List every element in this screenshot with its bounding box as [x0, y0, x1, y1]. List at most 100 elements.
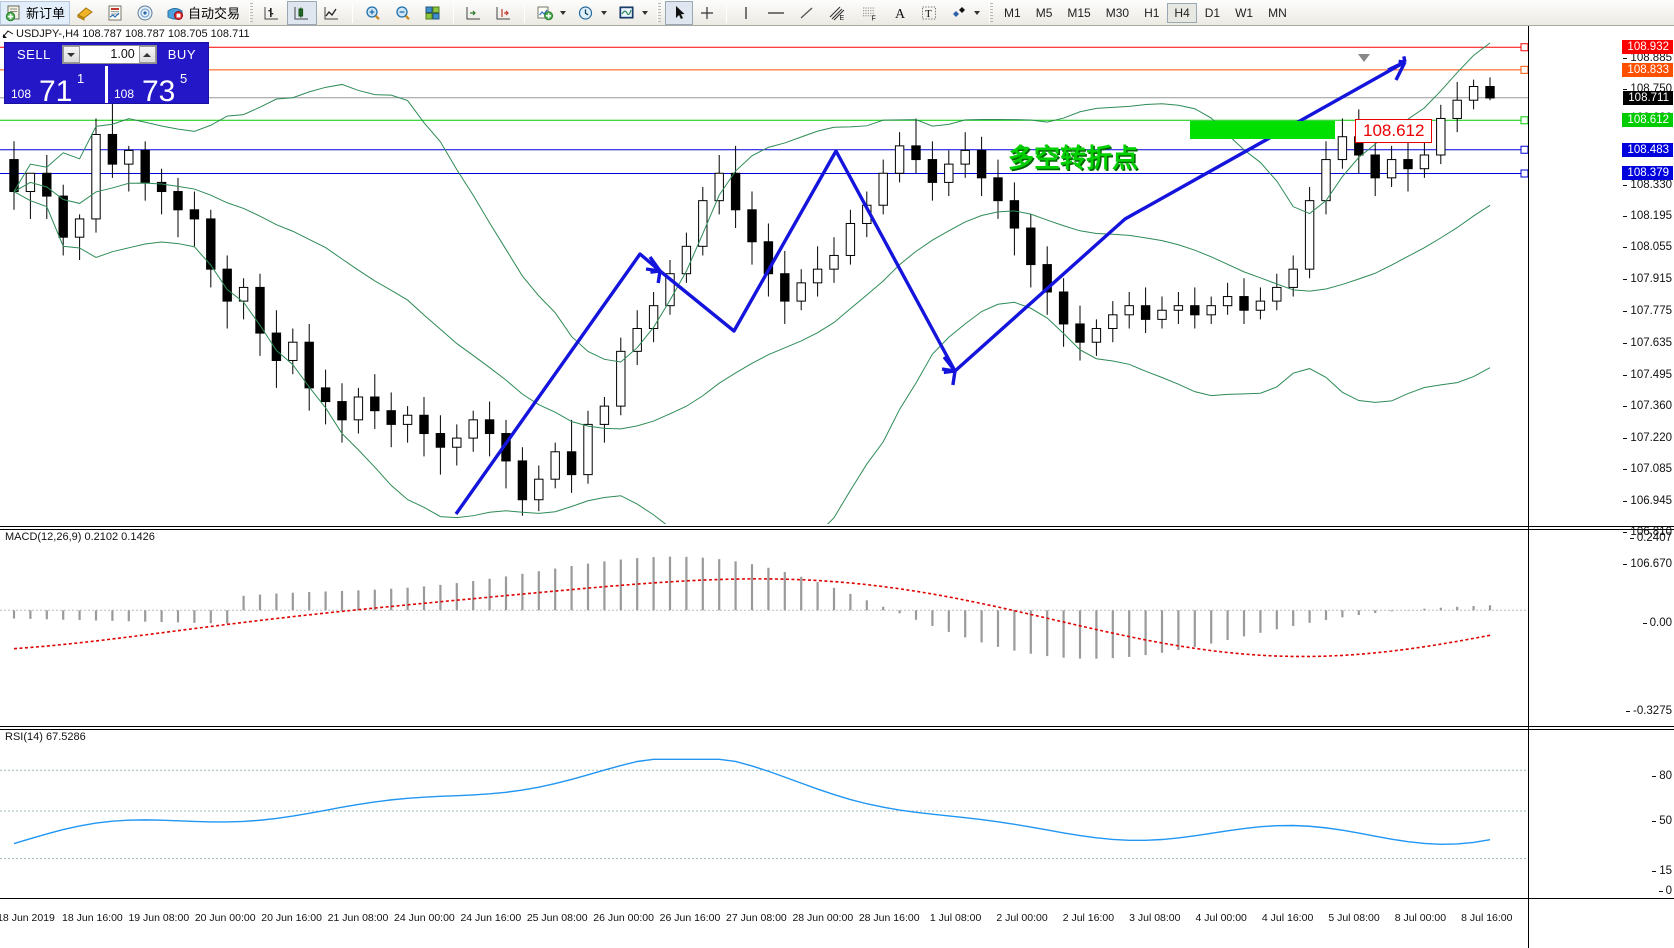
timeframe-m5[interactable]: M5: [1035, 5, 1053, 20]
zoom-in-icon: [366, 5, 380, 20]
crosshair-tool-button[interactable]: [693, 1, 721, 25]
svg-text:E: E: [840, 15, 845, 22]
zoom-in-button[interactable]: [358, 1, 388, 25]
time-tick: 25 Jun 08:00: [526, 912, 588, 924]
clock-icon: [578, 5, 593, 20]
auto-scroll-button[interactable]: [489, 1, 519, 25]
cursor-arrow-icon: [676, 5, 685, 19]
trendline-tool-button[interactable]: [792, 1, 822, 25]
price-tick: 107.775: [1623, 305, 1672, 318]
navigator-button[interactable]: [130, 1, 160, 25]
volume-stepper[interactable]: 1.00: [61, 45, 157, 64]
zoom-out-button[interactable]: [388, 1, 418, 25]
candlestick-chart-button[interactable]: [287, 0, 318, 25]
volume-increase-button[interactable]: [138, 46, 156, 63]
chart-shift-icon: [466, 6, 481, 19]
period-dropdown-caret[interactable]: [601, 10, 608, 15]
templates-button[interactable]: [612, 1, 653, 25]
macd-tick: 0.00: [1642, 617, 1672, 629]
text-tool-button[interactable]: A: [886, 1, 914, 25]
time-tick: 4 Jul 00:00: [1195, 912, 1247, 924]
timeframe-h4[interactable]: H4: [1167, 2, 1197, 23]
timeframe-h1[interactable]: H1: [1144, 5, 1160, 20]
price-axis[interactable]: 108.885108.750108.620108.483108.330108.1…: [1528, 26, 1674, 948]
quote-divider: [105, 66, 108, 103]
indicator-add-icon: [537, 6, 554, 20]
rsi-tick: 50: [1652, 815, 1672, 827]
bar-chart-button[interactable]: [257, 1, 287, 25]
macd-pane-separator: [0, 529, 1674, 530]
text-label-tool-button[interactable]: T: [914, 1, 944, 25]
new-order-icon: [5, 5, 20, 21]
new-order-button[interactable]: 新订单: [0, 0, 71, 25]
shift-chart-button[interactable]: [459, 1, 489, 25]
timeframe-group: M1 M5 M15 M30 H1 H4 D1 W1 MN: [997, 2, 1294, 23]
buy-button[interactable]: BUY: [167, 47, 196, 62]
price-alert-button[interactable]: [70, 1, 100, 25]
horizontal-line-tool-button[interactable]: [760, 1, 792, 25]
toolbar-separator-4: [726, 2, 728, 23]
one-click-trading-panel[interactable]: SELL 1.00 BUY 108 71 1 108 73: [4, 42, 209, 107]
rsi-tick: 80: [1652, 770, 1672, 782]
toolbar-separator-2: [453, 2, 455, 23]
objects-list-button[interactable]: [944, 1, 985, 25]
period-button[interactable]: [571, 1, 612, 25]
macd-pane-separator-top: [0, 526, 1674, 527]
toolbar-grip-2[interactable]: [657, 2, 662, 23]
ask-fraction: 5: [180, 71, 188, 86]
volume-decrease-button[interactable]: [62, 46, 80, 63]
price-level-label: 108.932: [1622, 40, 1673, 55]
cursor-tool-button[interactable]: [665, 0, 694, 25]
crosshair-icon: [701, 6, 714, 19]
indicators-dropdown-caret[interactable]: [560, 10, 567, 15]
timeframe-mn[interactable]: MN: [1268, 5, 1287, 20]
toolbar-grip-1[interactable]: [249, 2, 254, 23]
macd-label: MACD(12,26,9) 0.2102 0.1426: [5, 531, 155, 543]
toolbar-separator-1: [352, 2, 354, 23]
line-chart-button[interactable]: [317, 1, 347, 25]
time-tick: 26 Jun 16:00: [659, 912, 721, 924]
tile-windows-button[interactable]: [418, 1, 448, 25]
fibonacci-tool-button[interactable]: F: [854, 1, 886, 25]
indicators-button[interactable]: [530, 1, 571, 25]
timeframe-w1[interactable]: W1: [1235, 5, 1254, 20]
new-order-label: 新订单: [26, 6, 66, 21]
objects-dropdown-caret[interactable]: [974, 10, 981, 15]
time-tick: 21 Jun 08:00: [327, 912, 389, 924]
price-tick: 106.945: [1623, 494, 1672, 507]
sell-button[interactable]: SELL: [17, 47, 51, 62]
price-tick: 106.670: [1623, 557, 1672, 570]
timeframe-m1[interactable]: M1: [1004, 5, 1021, 20]
svg-text:F: F: [872, 15, 876, 22]
market-watch-button[interactable]: [100, 1, 130, 25]
fibonacci-icon: F: [863, 7, 876, 22]
channel-icon: E: [829, 6, 845, 22]
vertical-line-tool-button[interactable]: [732, 1, 760, 25]
price-tick: 107.085: [1623, 462, 1672, 475]
time-tick: 5 Jul 08:00: [1328, 912, 1380, 924]
chart-canvas[interactable]: USDJPY-,H4 108.787 108.787 108.705 108.7…: [0, 26, 1674, 948]
timeframe-m30[interactable]: M30: [1105, 5, 1130, 20]
price-tick: 107.360: [1623, 400, 1672, 413]
ask-quote[interactable]: 108 73 5: [108, 66, 208, 107]
price-level-label: 108.379: [1622, 166, 1673, 181]
price-tick: 108.055: [1623, 241, 1672, 254]
time-tick: 27 Jun 08:00: [726, 912, 787, 924]
time-tick: 8 Jul 16:00: [1461, 912, 1513, 924]
grid-icon: [425, 6, 440, 19]
volume-value[interactable]: 1.00: [79, 46, 139, 63]
timeframe-d1[interactable]: D1: [1204, 5, 1221, 20]
time-tick: 20 Jun 00:00: [194, 912, 256, 924]
timeframe-m15[interactable]: M15: [1067, 5, 1091, 20]
price-level-label: 108.612: [1622, 113, 1673, 128]
templates-dropdown-caret[interactable]: [642, 10, 649, 15]
bid-quote[interactable]: 108 71 1: [5, 66, 105, 107]
price-tick: 107.635: [1623, 337, 1672, 350]
toolbar-grip-3[interactable]: [989, 2, 994, 23]
trade-panel-controls: SELL 1.00 BUY: [5, 43, 208, 66]
equidistant-channel-button[interactable]: E: [822, 1, 854, 25]
price-level-label: 108.833: [1622, 62, 1673, 77]
rsi-tick: 15: [1652, 865, 1672, 877]
time-tick: 18 Jun 2019: [0, 912, 55, 924]
autotrading-button[interactable]: 自动交易: [160, 1, 245, 25]
